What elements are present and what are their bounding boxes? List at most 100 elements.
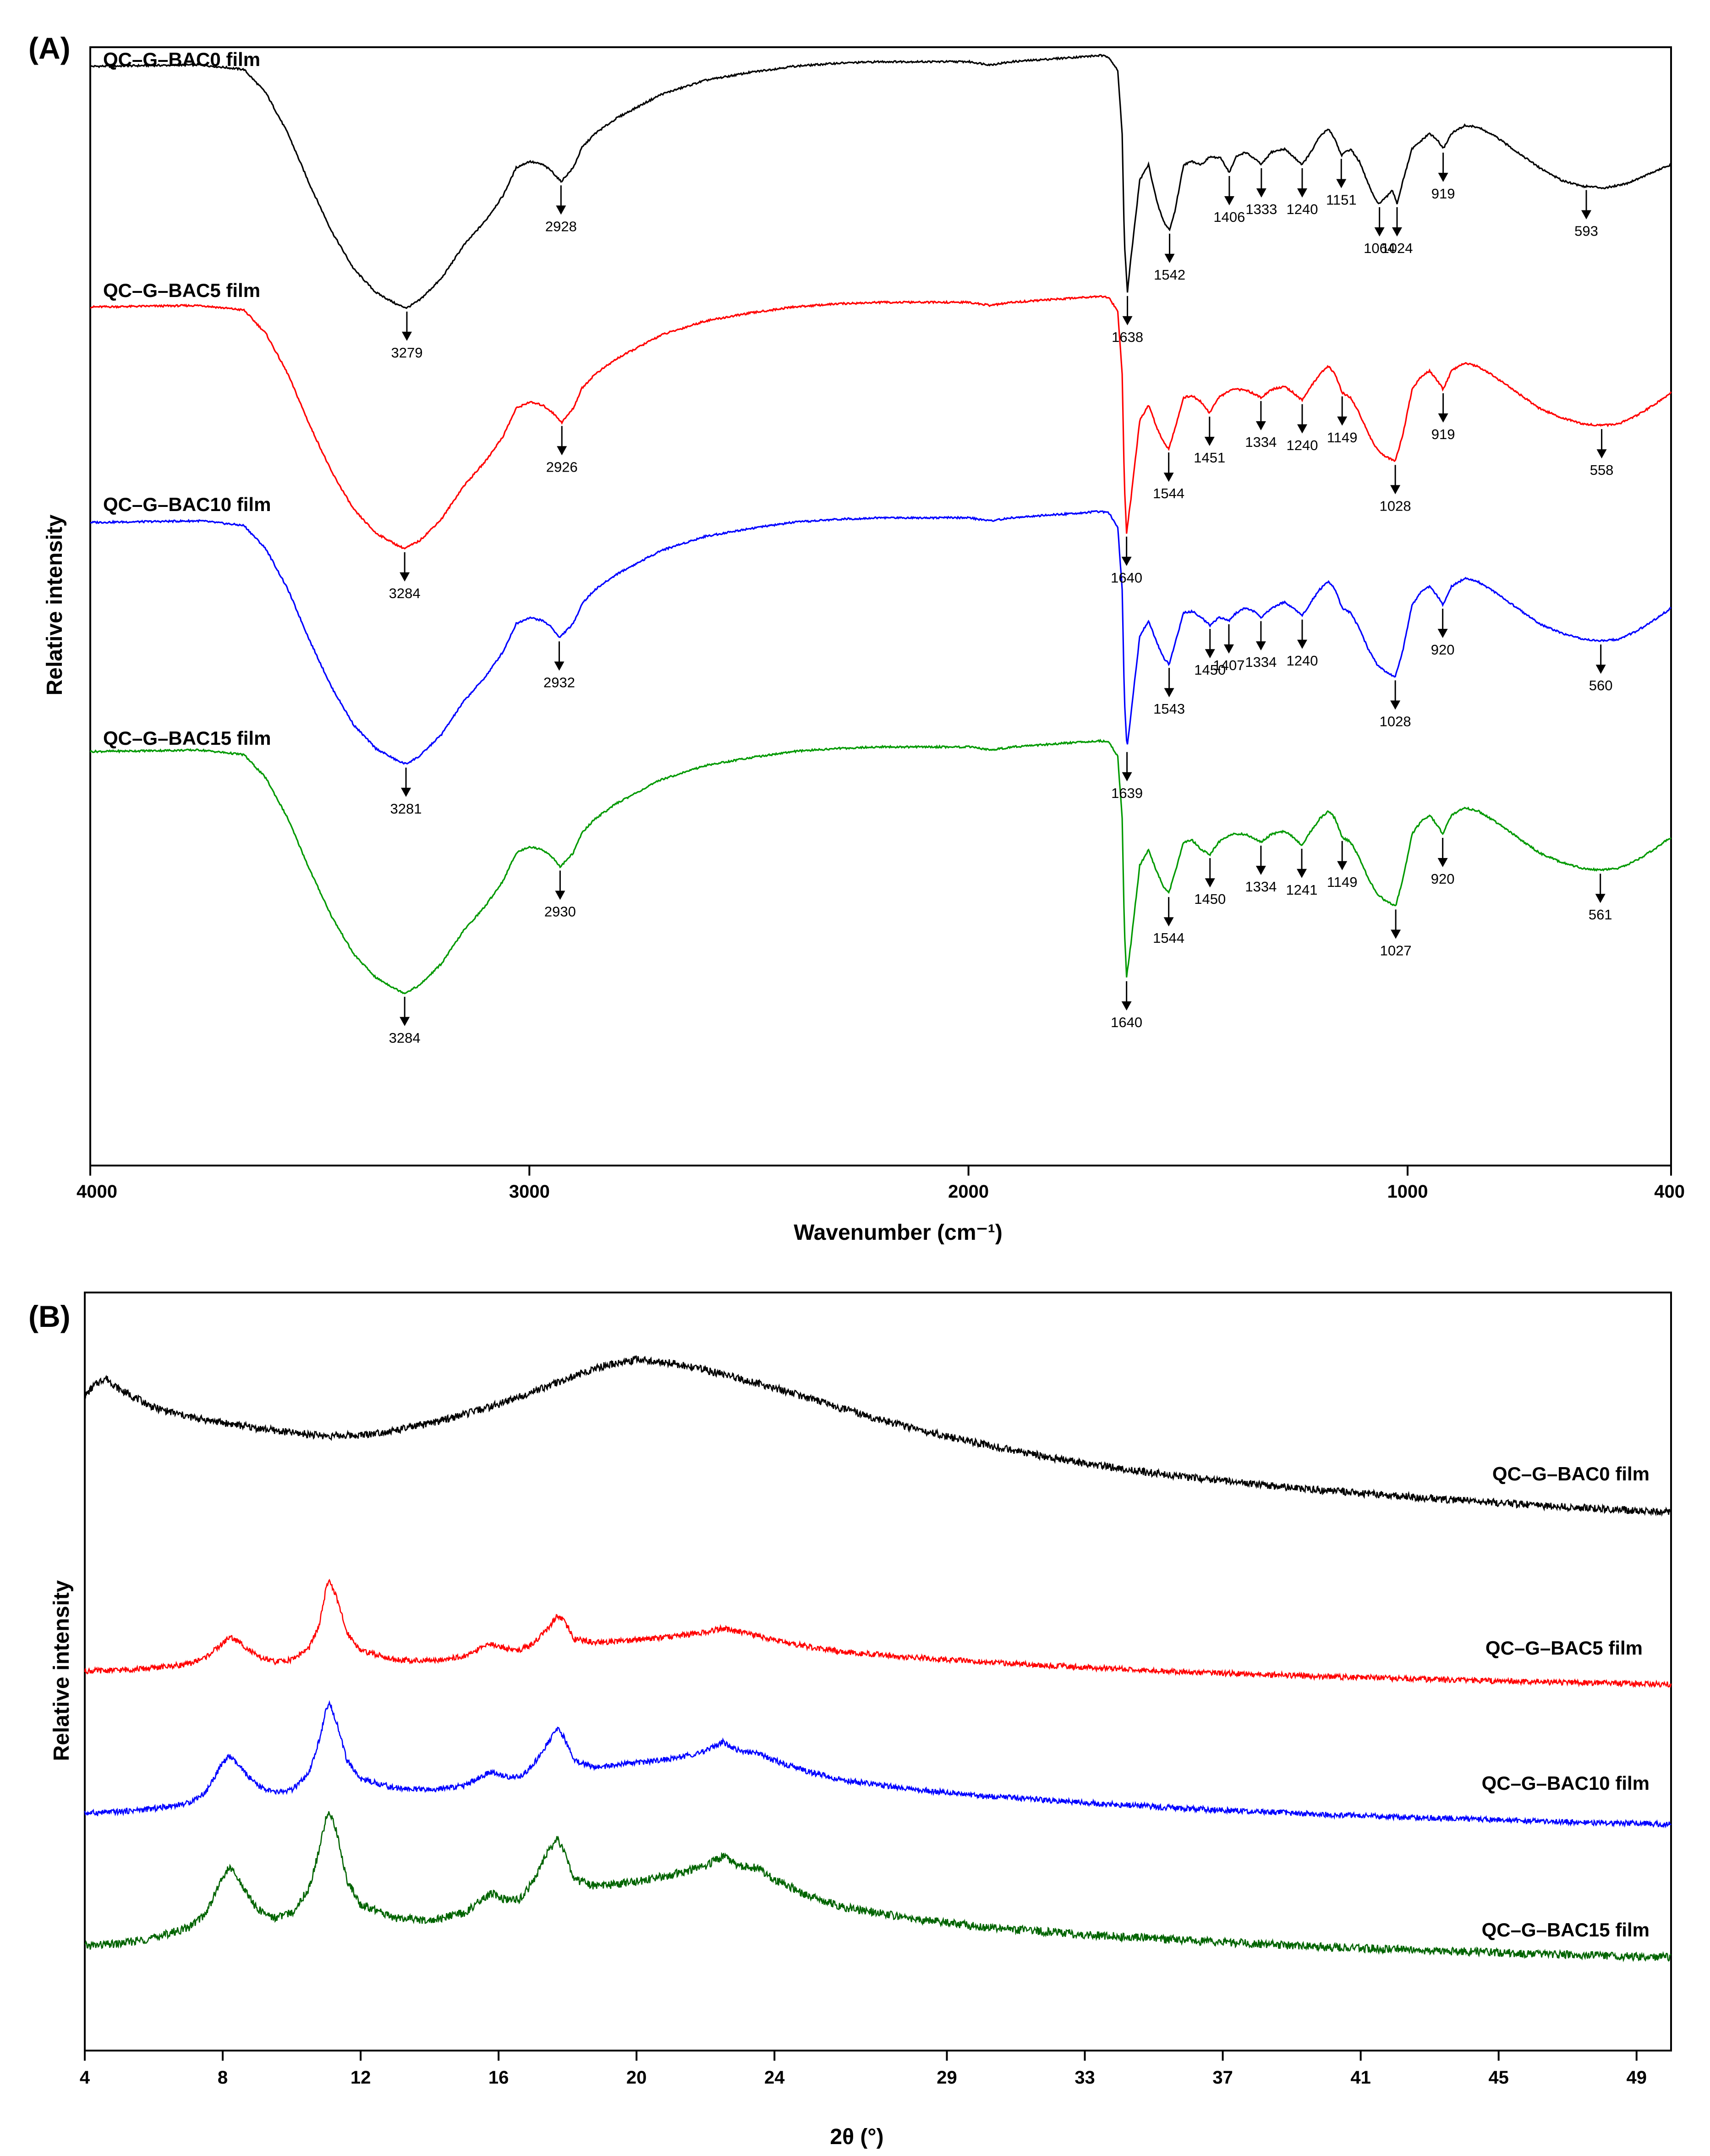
peak-arrow-head xyxy=(1392,227,1402,236)
peak-label: 919 xyxy=(1431,426,1455,442)
peak-arrow-head xyxy=(1256,188,1266,198)
peak-arrow-head xyxy=(1437,629,1448,638)
peak-arrow-head xyxy=(1390,700,1401,710)
peak-arrow-head xyxy=(1255,421,1266,430)
peak-label: 1240 xyxy=(1287,653,1318,669)
panel-b-series-label-bac5: QC–G–BAC5 film xyxy=(1485,1637,1643,1659)
peak-arrow-head xyxy=(1224,196,1234,205)
peak-arrow-head xyxy=(1438,413,1448,423)
panel-b-x-tick-label: 16 xyxy=(488,2068,509,2088)
panel-a-series-label-bac0: QC–G–BAC0 film xyxy=(103,49,260,70)
peak-arrow-head xyxy=(556,205,566,215)
peak-label: 1543 xyxy=(1153,701,1185,717)
panel-b-x-tick-label: 37 xyxy=(1212,2068,1233,2088)
peak-arrow-head xyxy=(1163,473,1174,482)
panel-a-series-line-3 xyxy=(89,738,1672,995)
panel-a-series-label-bac10: QC–G–BAC10 film xyxy=(103,494,271,515)
panel-a-x-ticks: 4000 3000 2000 1000 400 xyxy=(77,1166,1685,1202)
panel-b-x-tick-label: 20 xyxy=(626,2068,647,2088)
peak-label: 1640 xyxy=(1111,1014,1142,1030)
panel-a-label: (A) xyxy=(28,31,71,65)
peak-arrow-head xyxy=(1223,644,1234,654)
panel-b-xlabel: 2θ (°) xyxy=(830,2125,883,2149)
peak-label: 561 xyxy=(1589,907,1612,923)
peak-label: 3284 xyxy=(389,585,421,601)
peak-arrow-head xyxy=(1163,917,1174,927)
panel-b-series xyxy=(84,1355,1672,1963)
peak-label: 920 xyxy=(1431,871,1455,887)
peak-arrow-head xyxy=(1122,772,1132,781)
peak-arrow-head xyxy=(1164,688,1174,698)
peak-label: 1027 xyxy=(1380,942,1412,958)
peak-arrow-head xyxy=(1337,861,1348,870)
peak-arrow-head xyxy=(1595,894,1606,903)
peak-arrow-head xyxy=(1121,1001,1132,1011)
peak-label: 1240 xyxy=(1287,201,1318,217)
peak-label: 1542 xyxy=(1154,267,1185,283)
peak-label: 2928 xyxy=(545,218,577,234)
panel-b-frame xyxy=(84,1292,1672,2052)
panel-a-series-label-bac5: QC–G–BAC5 film xyxy=(103,280,260,301)
peak-arrow-head xyxy=(1596,449,1607,459)
peak-label: 3279 xyxy=(391,345,422,361)
peak-label: 1334 xyxy=(1245,654,1277,670)
peak-label: 1334 xyxy=(1245,879,1277,895)
peak-label: 1639 xyxy=(1111,785,1143,801)
peak-label: 1241 xyxy=(1286,882,1318,898)
panel-b-ylabel: Relative intensity xyxy=(49,1580,74,1761)
peak-label: 1149 xyxy=(1327,874,1358,890)
peak-arrow-head xyxy=(401,787,411,797)
panel-b-x-ticks: 4 8 12 16 20 24 29 33 37 41 45 49 xyxy=(80,2051,1647,2088)
peak-label: 1064 xyxy=(1364,240,1395,256)
peak-label: 2926 xyxy=(546,459,578,475)
peak-arrow-head xyxy=(1297,424,1307,434)
panel-b-x-tick-label: 29 xyxy=(937,2068,957,2088)
panel-a-x-tick-label: 400 xyxy=(1654,1182,1685,1202)
panel-b-series-label-bac0: QC–G–BAC0 film xyxy=(1492,1463,1650,1485)
panel-b-x-tick-label: 12 xyxy=(351,2068,371,2088)
peak-label: 560 xyxy=(1589,677,1613,693)
peak-arrow-head xyxy=(555,891,565,900)
peak-label: 593 xyxy=(1574,223,1598,239)
peak-label: 1024 xyxy=(1381,240,1413,256)
peak-label: 1544 xyxy=(1153,930,1184,946)
peak-arrow-head xyxy=(1297,639,1307,649)
peak-arrow-head xyxy=(1297,188,1307,198)
panel-b-series-label-bac15: QC–G–BAC15 film xyxy=(1482,1919,1650,1941)
peak-label: 1334 xyxy=(1245,434,1277,450)
peak-arrow-head xyxy=(554,661,565,671)
peak-label: 3281 xyxy=(390,801,422,817)
panel-a-x-tick-label: 3000 xyxy=(509,1182,550,1202)
peak-label: 1450 xyxy=(1194,662,1226,678)
peak-arrow-head xyxy=(400,572,410,582)
peak-label: 1028 xyxy=(1380,713,1411,729)
peak-arrow-head xyxy=(1437,858,1448,867)
peak-label: 919 xyxy=(1431,186,1455,202)
peak-label: 1333 xyxy=(1245,201,1277,217)
peak-label: 1151 xyxy=(1326,192,1357,208)
peak-label: 1149 xyxy=(1327,429,1358,446)
peak-label: 1544 xyxy=(1153,485,1184,501)
panel-a-series-label-bac15: QC–G–BAC15 film xyxy=(103,727,271,749)
peak-label: 920 xyxy=(1431,642,1455,658)
panel-a-x-tick-label: 4000 xyxy=(77,1182,117,1202)
peak-label: 1450 xyxy=(1194,891,1226,907)
peak-arrow-head xyxy=(1121,556,1132,566)
peak-arrow-head xyxy=(1595,665,1606,674)
panel-b-x-tick-label: 49 xyxy=(1626,2068,1647,2088)
panel-b-x-tick-label: 24 xyxy=(764,2068,785,2088)
panel-a-series-line-0 xyxy=(89,54,1672,309)
peak-arrow-head xyxy=(1391,930,1401,939)
panel-b-series-line-1 xyxy=(84,1578,1672,1688)
peak-label: 2930 xyxy=(544,903,576,919)
peak-label: 1640 xyxy=(1111,570,1142,586)
peak-arrow-head xyxy=(1438,173,1448,182)
panel-b-series-line-0 xyxy=(84,1355,1672,1517)
peak-arrow-head xyxy=(557,446,567,456)
peak-arrow-head xyxy=(1336,179,1347,188)
peak-arrow-head xyxy=(1581,210,1592,220)
peak-label: 1407 xyxy=(1213,657,1244,673)
panel-b-series-label-bac10: QC–G–BAC10 film xyxy=(1482,1772,1650,1794)
peak-arrow-head xyxy=(400,1017,410,1026)
